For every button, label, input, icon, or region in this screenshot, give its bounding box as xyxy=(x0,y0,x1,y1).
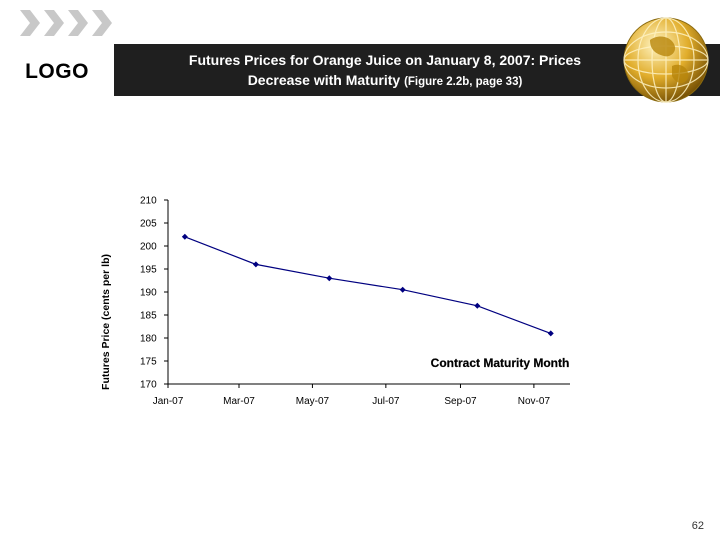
y-tick-label: 210 xyxy=(140,196,157,207)
page-number: 62 xyxy=(691,520,704,532)
logo-text: LOGO xyxy=(25,60,89,83)
y-tick-label: 190 xyxy=(140,288,157,299)
title-line-1: Futures Prices for Orange Juice on Janua… xyxy=(188,52,582,68)
x-tick-label: May-07 xyxy=(296,396,330,407)
x-tick-label: Nov-07 xyxy=(518,396,551,407)
chevrons-icon xyxy=(20,10,112,36)
series-line xyxy=(184,236,551,334)
globe-icon xyxy=(623,17,709,103)
y-tick-label: 195 xyxy=(140,265,157,276)
title-line-2: Decrease with Maturity (Figure 2.2b, pag… xyxy=(145,70,625,92)
title-line-2-reference: (Figure 2.2b, page 33) xyxy=(404,76,523,88)
data-point xyxy=(547,330,554,337)
slide-title: Futures Prices for Orange Juice on Janua… xyxy=(145,50,625,92)
y-tick-label: 185 xyxy=(140,311,157,322)
x-tick-label: Jul-07 xyxy=(372,396,400,407)
y-axis-title: Futures Price (cents per lb) xyxy=(100,254,112,390)
x-tick-label: Sep-07 xyxy=(444,396,477,407)
y-tick-label: 170 xyxy=(140,380,157,391)
x-axis-title: Contract Maturity Month xyxy=(431,356,570,370)
x-tick-label: Jan-07 xyxy=(153,396,184,407)
data-point xyxy=(399,286,406,293)
y-tick-label: 175 xyxy=(140,357,157,368)
y-tick-label: 180 xyxy=(140,334,157,345)
x-tick-label: Mar-07 xyxy=(223,396,255,407)
data-point xyxy=(252,261,259,268)
data-point xyxy=(181,233,188,240)
header-band xyxy=(0,44,720,96)
logo: LOGO xyxy=(0,44,114,96)
title-line-2-main: Decrease with Maturity xyxy=(247,72,401,88)
data-point xyxy=(474,302,481,309)
data-point xyxy=(326,275,333,282)
y-tick-label: 200 xyxy=(140,242,157,253)
y-tick-label: 205 xyxy=(140,219,157,230)
